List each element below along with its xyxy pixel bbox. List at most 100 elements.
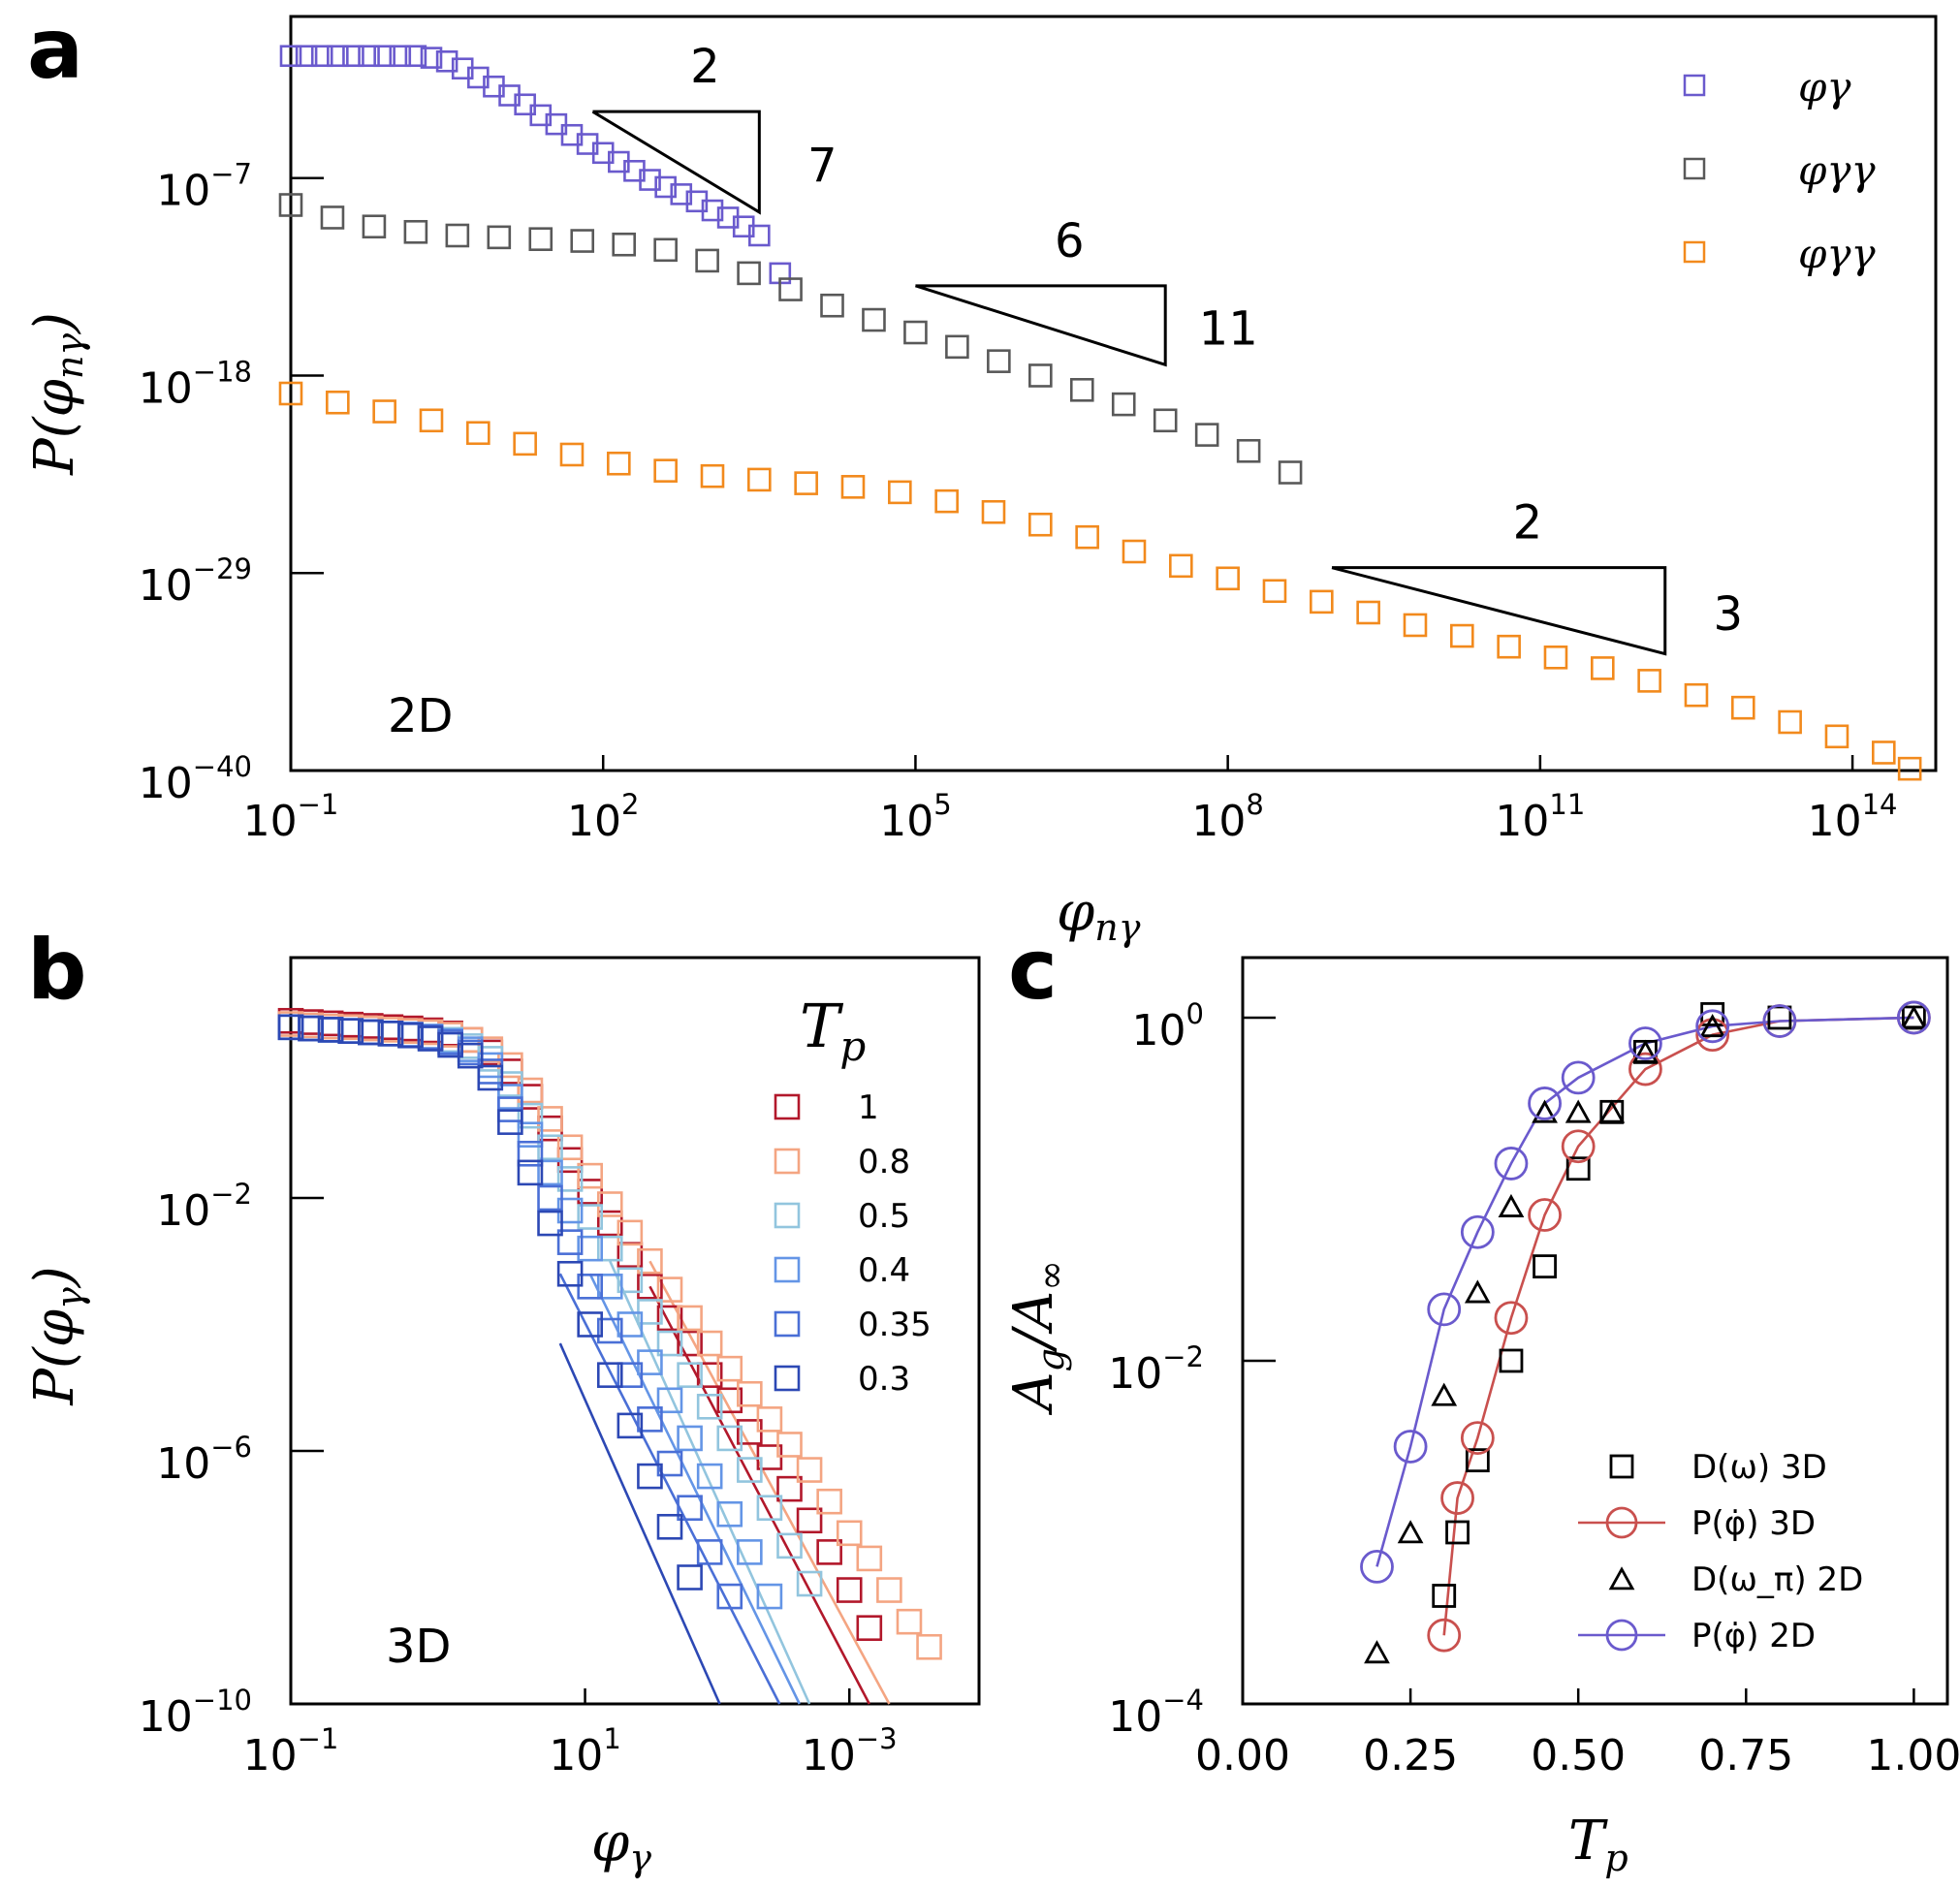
a-series-2-point-22 [1310, 589, 1334, 614]
b-series-5-point-9 [457, 1042, 484, 1069]
b-series-0-point-27 [816, 1539, 842, 1565]
a-series-2-point-2 [372, 399, 396, 424]
b-series-1-point-18 [637, 1247, 663, 1275]
a-series-1-point-8 [612, 232, 636, 257]
b-series-5-point-10 [477, 1064, 504, 1091]
panel-b-xlabel: φγ [591, 1811, 651, 1879]
c-series-0-point-0 [1432, 1584, 1457, 1608]
a-series-2-point-29 [1637, 669, 1661, 693]
a-series-2-point-9 [700, 463, 725, 488]
b-series-4-point-21 [696, 1539, 723, 1565]
a-ytick-label-1-base: 10 [139, 363, 193, 413]
b-series-4-point-13 [537, 1184, 563, 1212]
b-ytick-label-0: 10−2 [156, 1178, 252, 1236]
b-series-3-point-21 [696, 1463, 723, 1490]
b-series-1-point-19 [656, 1276, 683, 1303]
c-series-2-point-2 [1431, 1382, 1458, 1406]
c-series-0-point-3 [1499, 1348, 1524, 1373]
a-series-0-point-27 [701, 199, 724, 222]
c-series-0-point-9 [1767, 1005, 1792, 1030]
b-series-3-point-20 [677, 1425, 703, 1452]
b-series-5-point-11 [497, 1109, 523, 1135]
a-series-2-point-30 [1684, 682, 1709, 708]
c-xtick-label-1: 0.25 [1363, 1731, 1458, 1780]
a-series-1-point-1 [320, 205, 345, 230]
a-series-0-point-7 [389, 45, 412, 68]
b-series-4-fit-line [558, 1273, 781, 1705]
c-series-0-point-5 [1565, 1156, 1591, 1181]
a-xtick-label-5-base: 10 [1808, 797, 1862, 846]
c-xtick-label-2: 0.50 [1531, 1731, 1626, 1780]
panel-label-a: a [27, 1, 83, 98]
b-ytick-label-1-base: 10 [156, 1439, 210, 1489]
legend-a-label-2: φγγ [1798, 230, 1877, 277]
a-xtick-label-1-base: 10 [567, 797, 621, 846]
b-xtick-label-1-exponent: 1 [603, 1722, 620, 1755]
b-series-1-point-17 [616, 1219, 644, 1246]
b-series-5-point-20 [677, 1564, 703, 1591]
a-series-1-point-10 [695, 248, 719, 273]
a-xtick-label-3: 108 [1191, 788, 1263, 846]
a-series-2-point-26 [1497, 634, 1521, 659]
c-series-1-point-5 [1561, 1129, 1596, 1164]
a-series-1-point-24 [1278, 460, 1303, 485]
a-ytick-label-1-exponent: −18 [193, 355, 252, 388]
panel-c-xlabel-sub: p [1604, 1837, 1628, 1879]
b-series-4-point-22 [716, 1583, 743, 1610]
b-series-2-point-22 [716, 1425, 743, 1452]
a-xtick-label-2-exponent: 5 [933, 788, 951, 821]
b-series-1-point-15 [577, 1162, 603, 1189]
a-series-2-point-7 [607, 451, 631, 476]
a-series-1-point-18 [1028, 363, 1053, 388]
a-xtick-label-0-exponent: −1 [298, 788, 339, 821]
a-series-0-point-30 [748, 224, 771, 247]
legend-b-label-1: 0.8 [858, 1143, 910, 1181]
b-series-0-point-21 [696, 1362, 723, 1388]
b-series-5-point-5 [377, 1021, 404, 1047]
b-series-0-point-19 [656, 1305, 683, 1332]
b-series-5-point-13 [537, 1210, 563, 1237]
c-ytick-label-2: 10−4 [1108, 1684, 1204, 1742]
b-series-5-point-17 [616, 1412, 644, 1439]
a-series-2-point-16 [1028, 512, 1053, 537]
a-series-2-point-5 [513, 431, 537, 457]
a-series-0-point-25 [670, 183, 693, 205]
a-series-2-point-11 [794, 471, 818, 495]
legend-c-marker-0 [1609, 1454, 1634, 1479]
panel-c-legend: D(ω) 3D P(φ̇) 3D D(ω_π) 2D P(φ̇) 2D [1578, 1448, 1863, 1655]
b-series-0-point-29 [856, 1615, 883, 1641]
a-slope-triangle-0-side-label: 7 [807, 139, 838, 193]
b-series-5-fit-line [558, 1342, 721, 1705]
b-series-5-point-1 [298, 1015, 324, 1042]
a-slope-triangle-1-top-label: 6 [1055, 214, 1085, 268]
b-xtick-label-2-base: 10 [802, 1731, 856, 1780]
legend-b-label-5: 0.3 [858, 1360, 910, 1399]
a-ytick-label-2-exponent: −29 [193, 552, 252, 585]
a-slope-triangle-0-top-label: 2 [690, 40, 720, 94]
a-ytick-label-2: 10−29 [139, 552, 252, 611]
legend-b-title-base: T [800, 991, 844, 1061]
a-ytick-label-3-base: 10 [139, 759, 193, 808]
a-series-2-point-18 [1122, 539, 1147, 564]
a-xtick-label-1: 102 [567, 788, 639, 846]
b-series-1-point-22 [716, 1355, 743, 1382]
b-series-5-point-12 [517, 1159, 544, 1186]
a-series-1-point-5 [487, 225, 512, 250]
c-xtick-label-0: 0.00 [1195, 1731, 1290, 1780]
c-xtick-label-3: 0.75 [1698, 1731, 1793, 1780]
panel-a-annotation: 2D [388, 689, 454, 743]
c-series-3-point-1 [1393, 1430, 1428, 1464]
a-series-1-point-21 [1153, 408, 1178, 433]
a-series-2-point-12 [840, 475, 866, 499]
legend-c-label-0: D(ω) 3D [1691, 1448, 1827, 1487]
legend-c-marker-3 [1605, 1619, 1638, 1652]
legend-b-marker-3 [774, 1256, 801, 1283]
c-series-1-point-2 [1460, 1421, 1495, 1456]
c-series-2-point-8 [1632, 1039, 1659, 1063]
a-xtick-label-4-base: 10 [1495, 797, 1549, 846]
legend-a-marker-0 [1683, 74, 1706, 97]
b-series-4-point-12 [517, 1140, 544, 1167]
c-series-3-point-8 [1695, 1009, 1730, 1044]
b-series-1-point-28 [836, 1520, 863, 1547]
c-series-1-point-4 [1528, 1198, 1562, 1232]
